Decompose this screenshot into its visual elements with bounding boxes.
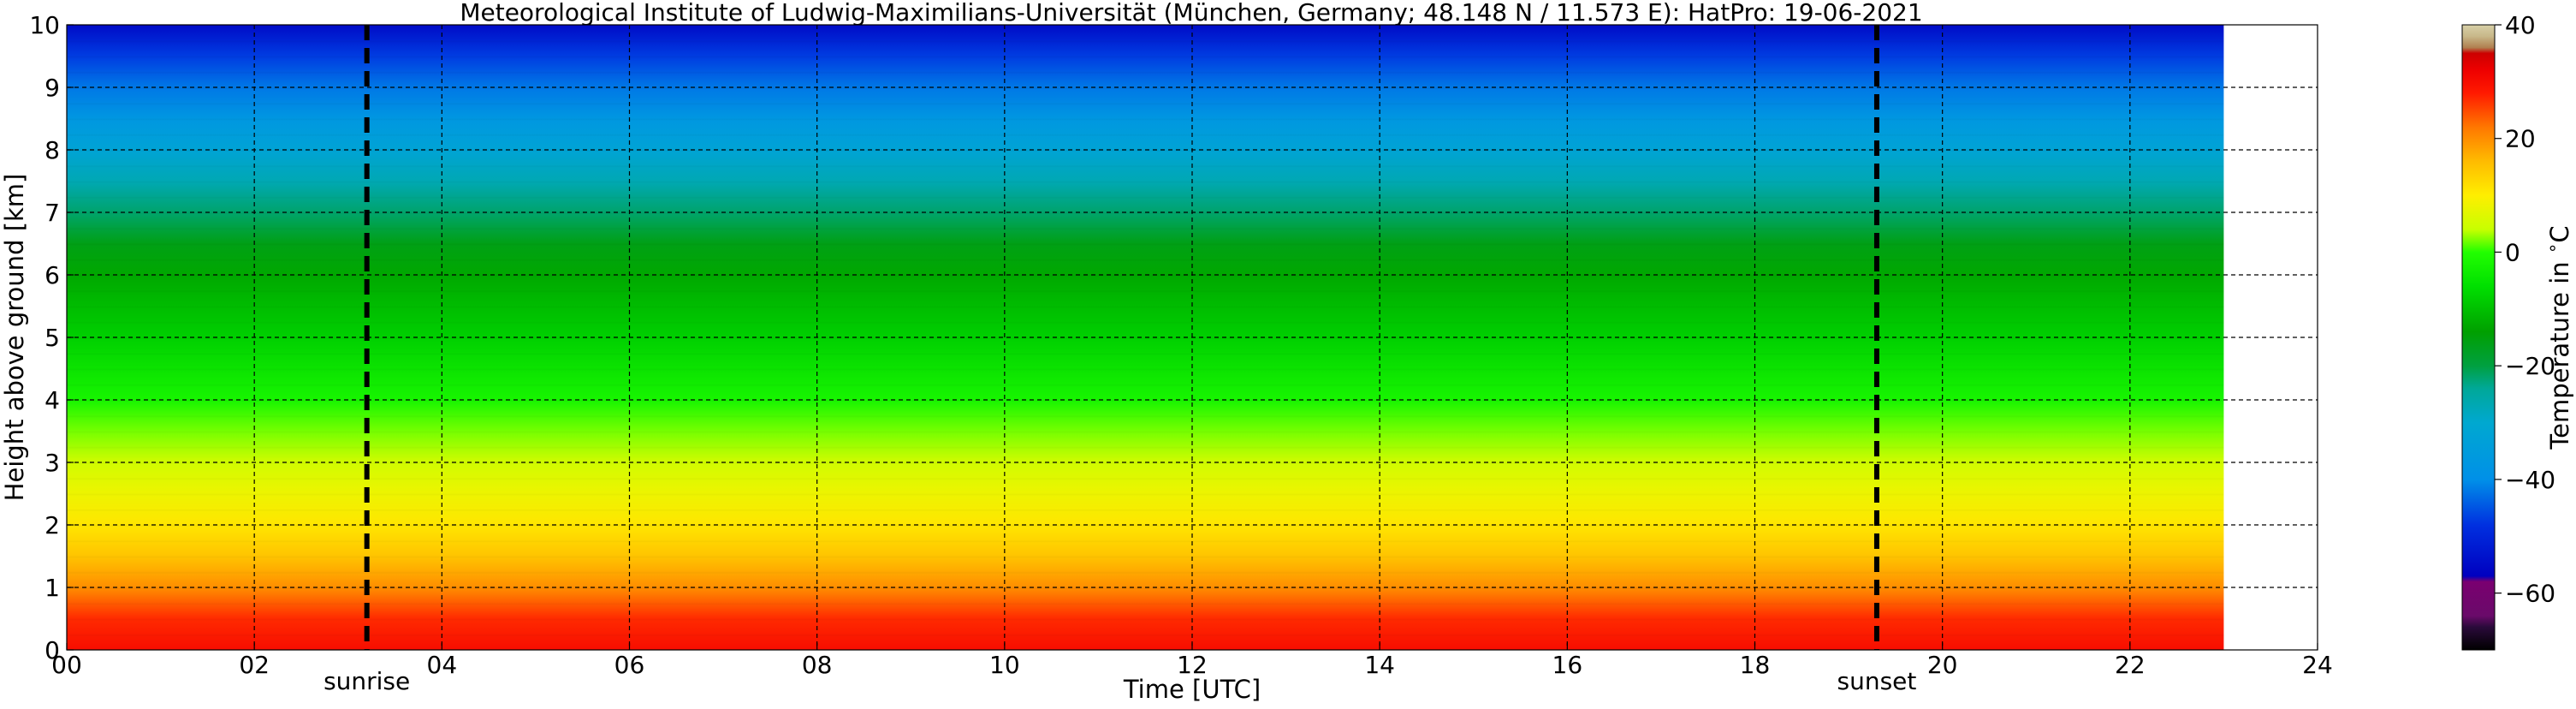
field-layer-band [67,228,2223,229]
y-tick-label: 0 [45,636,60,664]
colorbar-tick-label: 0 [2505,238,2520,266]
field-layer-band [67,40,2223,42]
field-layer-band [67,72,2223,74]
y-tick-label: 1 [45,574,60,602]
x-tick-label: 16 [1552,651,1583,679]
x-tick-label: 08 [802,651,833,679]
field-layer-band [67,134,2223,136]
grid-lines [67,25,2318,650]
field-layer-band [67,103,2223,104]
sun-event-lines [364,25,1879,650]
x-tick-label: 18 [1740,651,1771,679]
x-tick-label: 04 [427,651,458,679]
colorbar-tick-label: 40 [2505,11,2536,39]
colorbar-tick-label: 20 [2505,125,2536,153]
colorbar-tick-label: −60 [2505,580,2555,608]
field-layer-band [67,557,2223,558]
field-layer-band [67,384,2223,386]
colorbar-tick-label: −20 [2505,352,2555,380]
x-tick-label: 22 [2115,651,2146,679]
field-layer-band [67,478,2223,480]
y-tick-label: 6 [45,261,60,289]
x-tick-label: 00 [51,651,82,679]
field-layer-band [67,447,2223,449]
y-tick-label: 2 [45,511,60,539]
x-tick-label: 24 [2302,651,2333,679]
field-layer-band [67,369,2223,371]
y-tick-label: 9 [45,74,60,102]
y-tick-label: 8 [45,136,60,164]
field-layer-band [67,182,2223,183]
field-layer-band [67,244,2223,246]
x-tick-label: 06 [614,651,645,679]
field-layer-band [67,619,2223,621]
field-layer-band [67,322,2223,324]
x-axis-ticks: 00 02 04 06 08 10 12 14 16 18 20 22 24 [51,643,2333,679]
x-tick-label: 14 [1364,651,1395,679]
field-layer-band [67,635,2223,636]
sunset-label: sunset [1837,667,1917,695]
y-tick-label: 7 [45,199,60,227]
y-tick-label: 3 [45,449,60,477]
x-tick-label: 20 [1927,651,1958,679]
field-layer-band [67,57,2223,58]
sunrise-label: sunrise [323,667,410,695]
y-tick-label: 10 [29,11,60,39]
y-tick-label: 4 [45,386,60,414]
x-axis-title: Time [UTC] [1123,675,1261,704]
chart-title: Meteorological Institute of Ludwig-Maxim… [460,0,1922,27]
x-tick-label: 02 [239,651,270,679]
unit-text: C [2545,225,2574,242]
y-axis-title: Height above ground [km] [0,174,29,502]
field-layer-band [67,119,2223,121]
colorbar [2461,24,2496,651]
field-layer-band [67,603,2223,605]
field-layer-band [67,290,2223,292]
colorbar-ticks: 40 20 0 −20 −40 −60 [2495,11,2555,608]
x-tick-label: 10 [989,651,1020,679]
field-layer-band [67,432,2223,433]
x-tick-label: 12 [1177,651,1208,679]
field-layer-band [67,197,2223,199]
y-tick-label: 5 [45,324,60,352]
field-layer-band [67,259,2223,261]
field-layer-band [67,415,2223,417]
sun-event-labels: sunrise sunset [323,667,1916,695]
colorbar-title: Temperature in ∘C [2542,225,2574,450]
field-layer-band [67,165,2223,167]
degree-symbol: ∘ [2542,243,2562,254]
field-layer-band [67,353,2223,354]
field-layer-band [67,509,2223,511]
colorbar-tick-label: −40 [2505,466,2555,494]
field-layer-band [67,540,2223,542]
field-layer-band [67,494,2223,496]
field-layer-band [67,572,2223,574]
field-layer-band [67,307,2223,308]
y-axis-ticks: 0 1 2 3 4 5 6 7 8 9 10 [29,11,74,664]
